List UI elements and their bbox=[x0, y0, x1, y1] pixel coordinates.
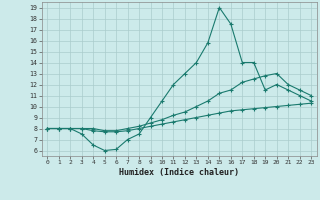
X-axis label: Humidex (Indice chaleur): Humidex (Indice chaleur) bbox=[119, 168, 239, 177]
